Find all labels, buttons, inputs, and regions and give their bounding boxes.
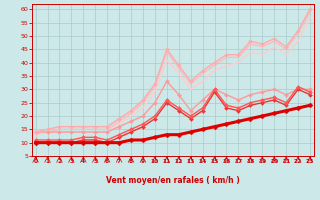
X-axis label: Vent moyen/en rafales ( km/h ): Vent moyen/en rafales ( km/h ) xyxy=(106,176,240,185)
